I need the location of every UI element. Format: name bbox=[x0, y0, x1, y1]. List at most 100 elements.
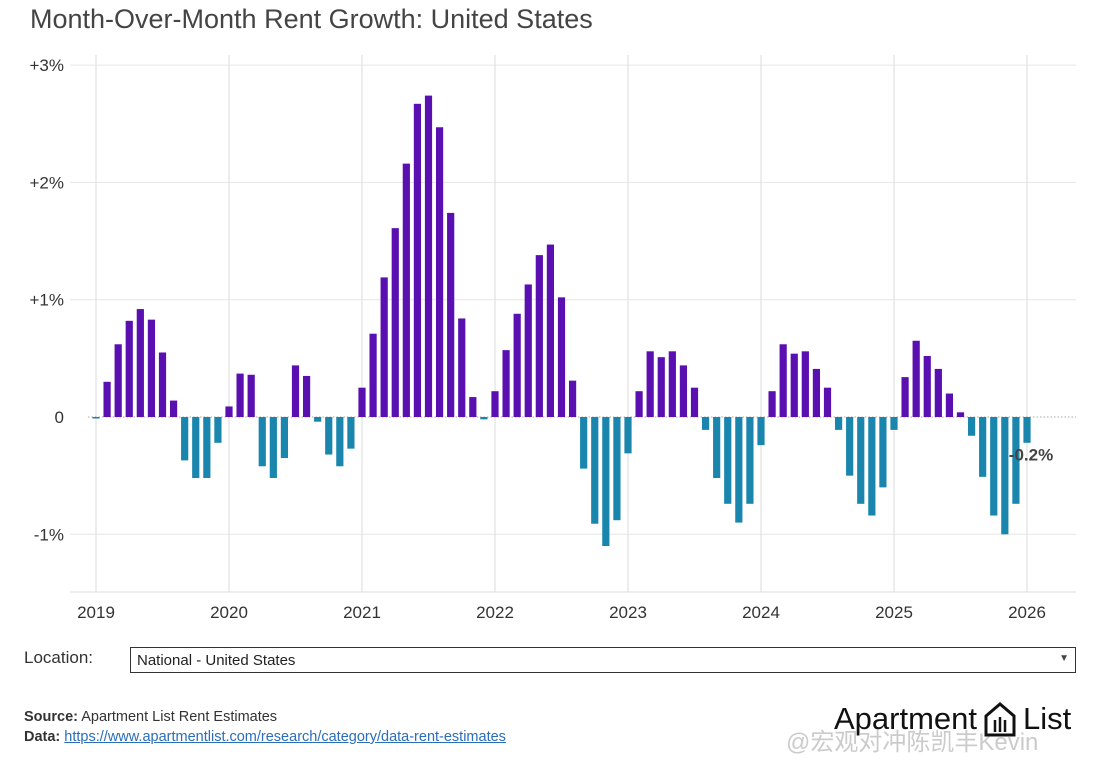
bar bbox=[92, 417, 100, 419]
bar bbox=[646, 351, 654, 417]
bar bbox=[203, 417, 211, 478]
bar bbox=[546, 244, 555, 417]
location-label: Location: bbox=[24, 648, 93, 667]
bar bbox=[214, 417, 222, 443]
bar bbox=[923, 356, 931, 417]
bar bbox=[801, 351, 809, 417]
bar bbox=[568, 380, 577, 417]
bar bbox=[136, 309, 144, 417]
dropdown-arrow-icon[interactable]: ▼ bbox=[1059, 653, 1069, 664]
bar bbox=[580, 417, 588, 469]
last-value-label: -0.2% bbox=[1009, 445, 1053, 464]
y-tick-label: 0 bbox=[55, 408, 64, 427]
logo-text-left: Apartment bbox=[834, 701, 978, 736]
y-tick-label: +1% bbox=[30, 291, 65, 310]
bar bbox=[491, 391, 499, 417]
x-tick-label: 2025 bbox=[875, 603, 913, 622]
bar bbox=[591, 417, 599, 524]
bar bbox=[502, 350, 510, 417]
location-select[interactable]: National - United States ▼ bbox=[130, 647, 1076, 673]
y-tick-label: +2% bbox=[30, 173, 65, 192]
y-tick-label: +3% bbox=[30, 56, 65, 75]
bar bbox=[347, 417, 355, 449]
source-label: Source: bbox=[24, 709, 78, 725]
bar bbox=[812, 368, 821, 417]
x-tick-label: 2024 bbox=[742, 603, 780, 622]
bar bbox=[657, 357, 665, 417]
bar bbox=[158, 352, 167, 417]
bar bbox=[103, 381, 111, 417]
bar bbox=[402, 163, 410, 417]
bar bbox=[435, 127, 444, 418]
bar bbox=[746, 417, 754, 504]
bar bbox=[979, 417, 987, 477]
bar bbox=[779, 344, 787, 417]
data-link[interactable]: https://www.apartmentlist.com/research/c… bbox=[64, 729, 506, 745]
bar bbox=[668, 351, 676, 417]
bar bbox=[857, 417, 865, 504]
logo-text-right: List bbox=[1023, 701, 1072, 736]
apartment-list-logo: Apartment List bbox=[834, 700, 1071, 738]
x-tick-label: 2022 bbox=[476, 603, 514, 622]
bar bbox=[147, 319, 156, 417]
bar bbox=[990, 417, 998, 516]
bar bbox=[1012, 417, 1020, 504]
bar bbox=[291, 365, 300, 417]
x-tick-label: 2019 bbox=[77, 603, 115, 622]
bar-chart: +3% +2% +1% 0 -1% 2019 2020 2021 2022 2023 2024 202… bbox=[30, 55, 1076, 622]
bar bbox=[701, 417, 710, 430]
bar bbox=[602, 417, 610, 547]
bar bbox=[125, 320, 133, 417]
bar bbox=[557, 297, 566, 417]
location-selected-value: National - United States bbox=[137, 652, 296, 669]
bar bbox=[690, 387, 699, 417]
bar bbox=[458, 318, 466, 417]
bar bbox=[846, 417, 854, 476]
bar bbox=[369, 333, 377, 417]
bar bbox=[480, 417, 488, 420]
x-tick-label: 2020 bbox=[210, 603, 248, 622]
source-text: Apartment List Rent Estimates bbox=[81, 709, 278, 725]
bar bbox=[868, 417, 876, 516]
bar bbox=[956, 412, 965, 417]
bar bbox=[225, 406, 233, 417]
bar bbox=[912, 340, 920, 417]
house-logo-icon bbox=[984, 702, 1016, 737]
bar bbox=[314, 417, 322, 422]
bar bbox=[735, 417, 743, 523]
x-tick-label: 2021 bbox=[343, 603, 381, 622]
bar bbox=[302, 375, 311, 417]
bar bbox=[247, 374, 255, 417]
bar bbox=[834, 417, 843, 430]
bar bbox=[679, 365, 688, 417]
chart-title: Month-Over-Month Rent Growth: United Sta… bbox=[30, 4, 593, 34]
bar bbox=[635, 391, 643, 417]
bar bbox=[380, 277, 388, 417]
bar bbox=[790, 353, 798, 417]
bar bbox=[524, 284, 532, 417]
bar bbox=[236, 373, 244, 417]
x-tick-label: 2026 bbox=[1008, 603, 1046, 622]
bar bbox=[447, 212, 455, 417]
bar bbox=[713, 417, 721, 478]
bar bbox=[181, 417, 189, 461]
bar bbox=[624, 417, 632, 454]
bar bbox=[513, 313, 521, 417]
bar bbox=[823, 387, 832, 417]
bar bbox=[280, 417, 289, 459]
bar bbox=[336, 417, 344, 467]
bar bbox=[901, 377, 909, 417]
bar bbox=[358, 387, 366, 417]
bar bbox=[1023, 417, 1031, 443]
bar bbox=[1001, 417, 1009, 535]
bar bbox=[424, 95, 433, 418]
bar bbox=[613, 417, 621, 521]
bar bbox=[768, 391, 776, 417]
bar bbox=[325, 417, 333, 455]
bar bbox=[967, 417, 976, 436]
bar bbox=[757, 417, 765, 446]
bar bbox=[945, 393, 954, 417]
bar bbox=[879, 417, 887, 488]
bar bbox=[469, 397, 477, 417]
bar bbox=[535, 255, 543, 417]
